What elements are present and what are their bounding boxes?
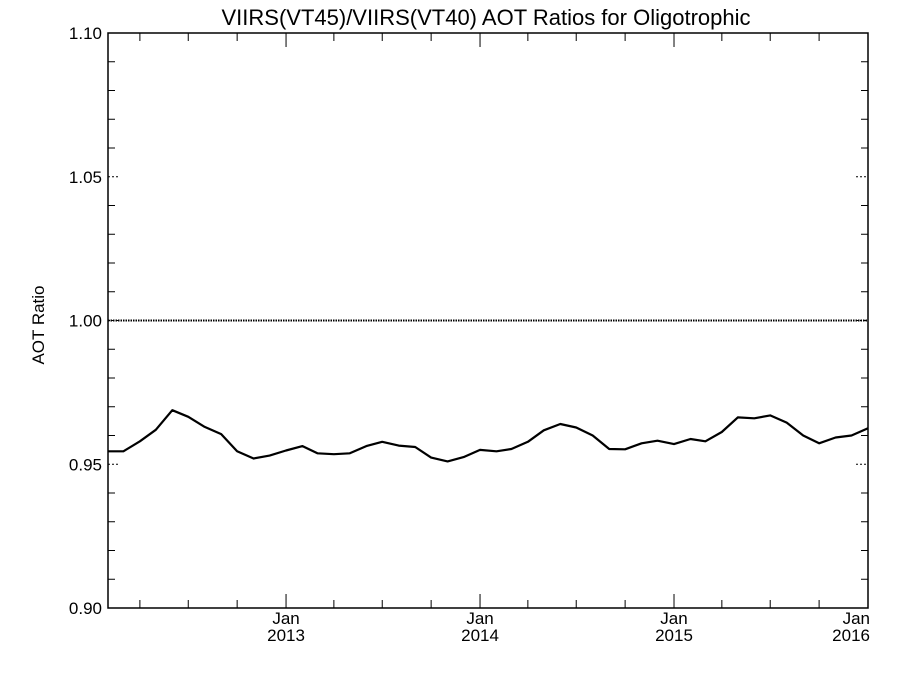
y-tick-label: 0.95	[69, 455, 102, 474]
x-tick-label-year: 2015	[655, 626, 693, 645]
x-tick-label-month: Jan	[272, 609, 299, 628]
x-tick-label-year: 2014	[461, 626, 499, 645]
chart-title: VIIRS(VT45)/VIIRS(VT40) AOT Ratios for O…	[222, 5, 751, 30]
x-tick-label-month: Jan	[466, 609, 493, 628]
x-tick-label-month: Jan	[660, 609, 687, 628]
y-tick-label: 1.05	[69, 168, 102, 187]
series-layer	[108, 319, 869, 463]
x-tick-label-year: 2016	[832, 626, 870, 645]
ticks-layer: 0.900.951.001.051.10Jan2013Jan2014Jan201…	[69, 24, 870, 645]
y-tick-label: 1.10	[69, 24, 102, 43]
x-tick-label-year: 2013	[267, 626, 305, 645]
series-line	[108, 409, 869, 463]
y-tick-label: 0.90	[69, 599, 102, 618]
x-tick-label-month: Jan	[843, 609, 870, 628]
y-tick-label: 1.00	[69, 312, 102, 331]
y-axis-label: AOT Ratio	[29, 285, 48, 364]
